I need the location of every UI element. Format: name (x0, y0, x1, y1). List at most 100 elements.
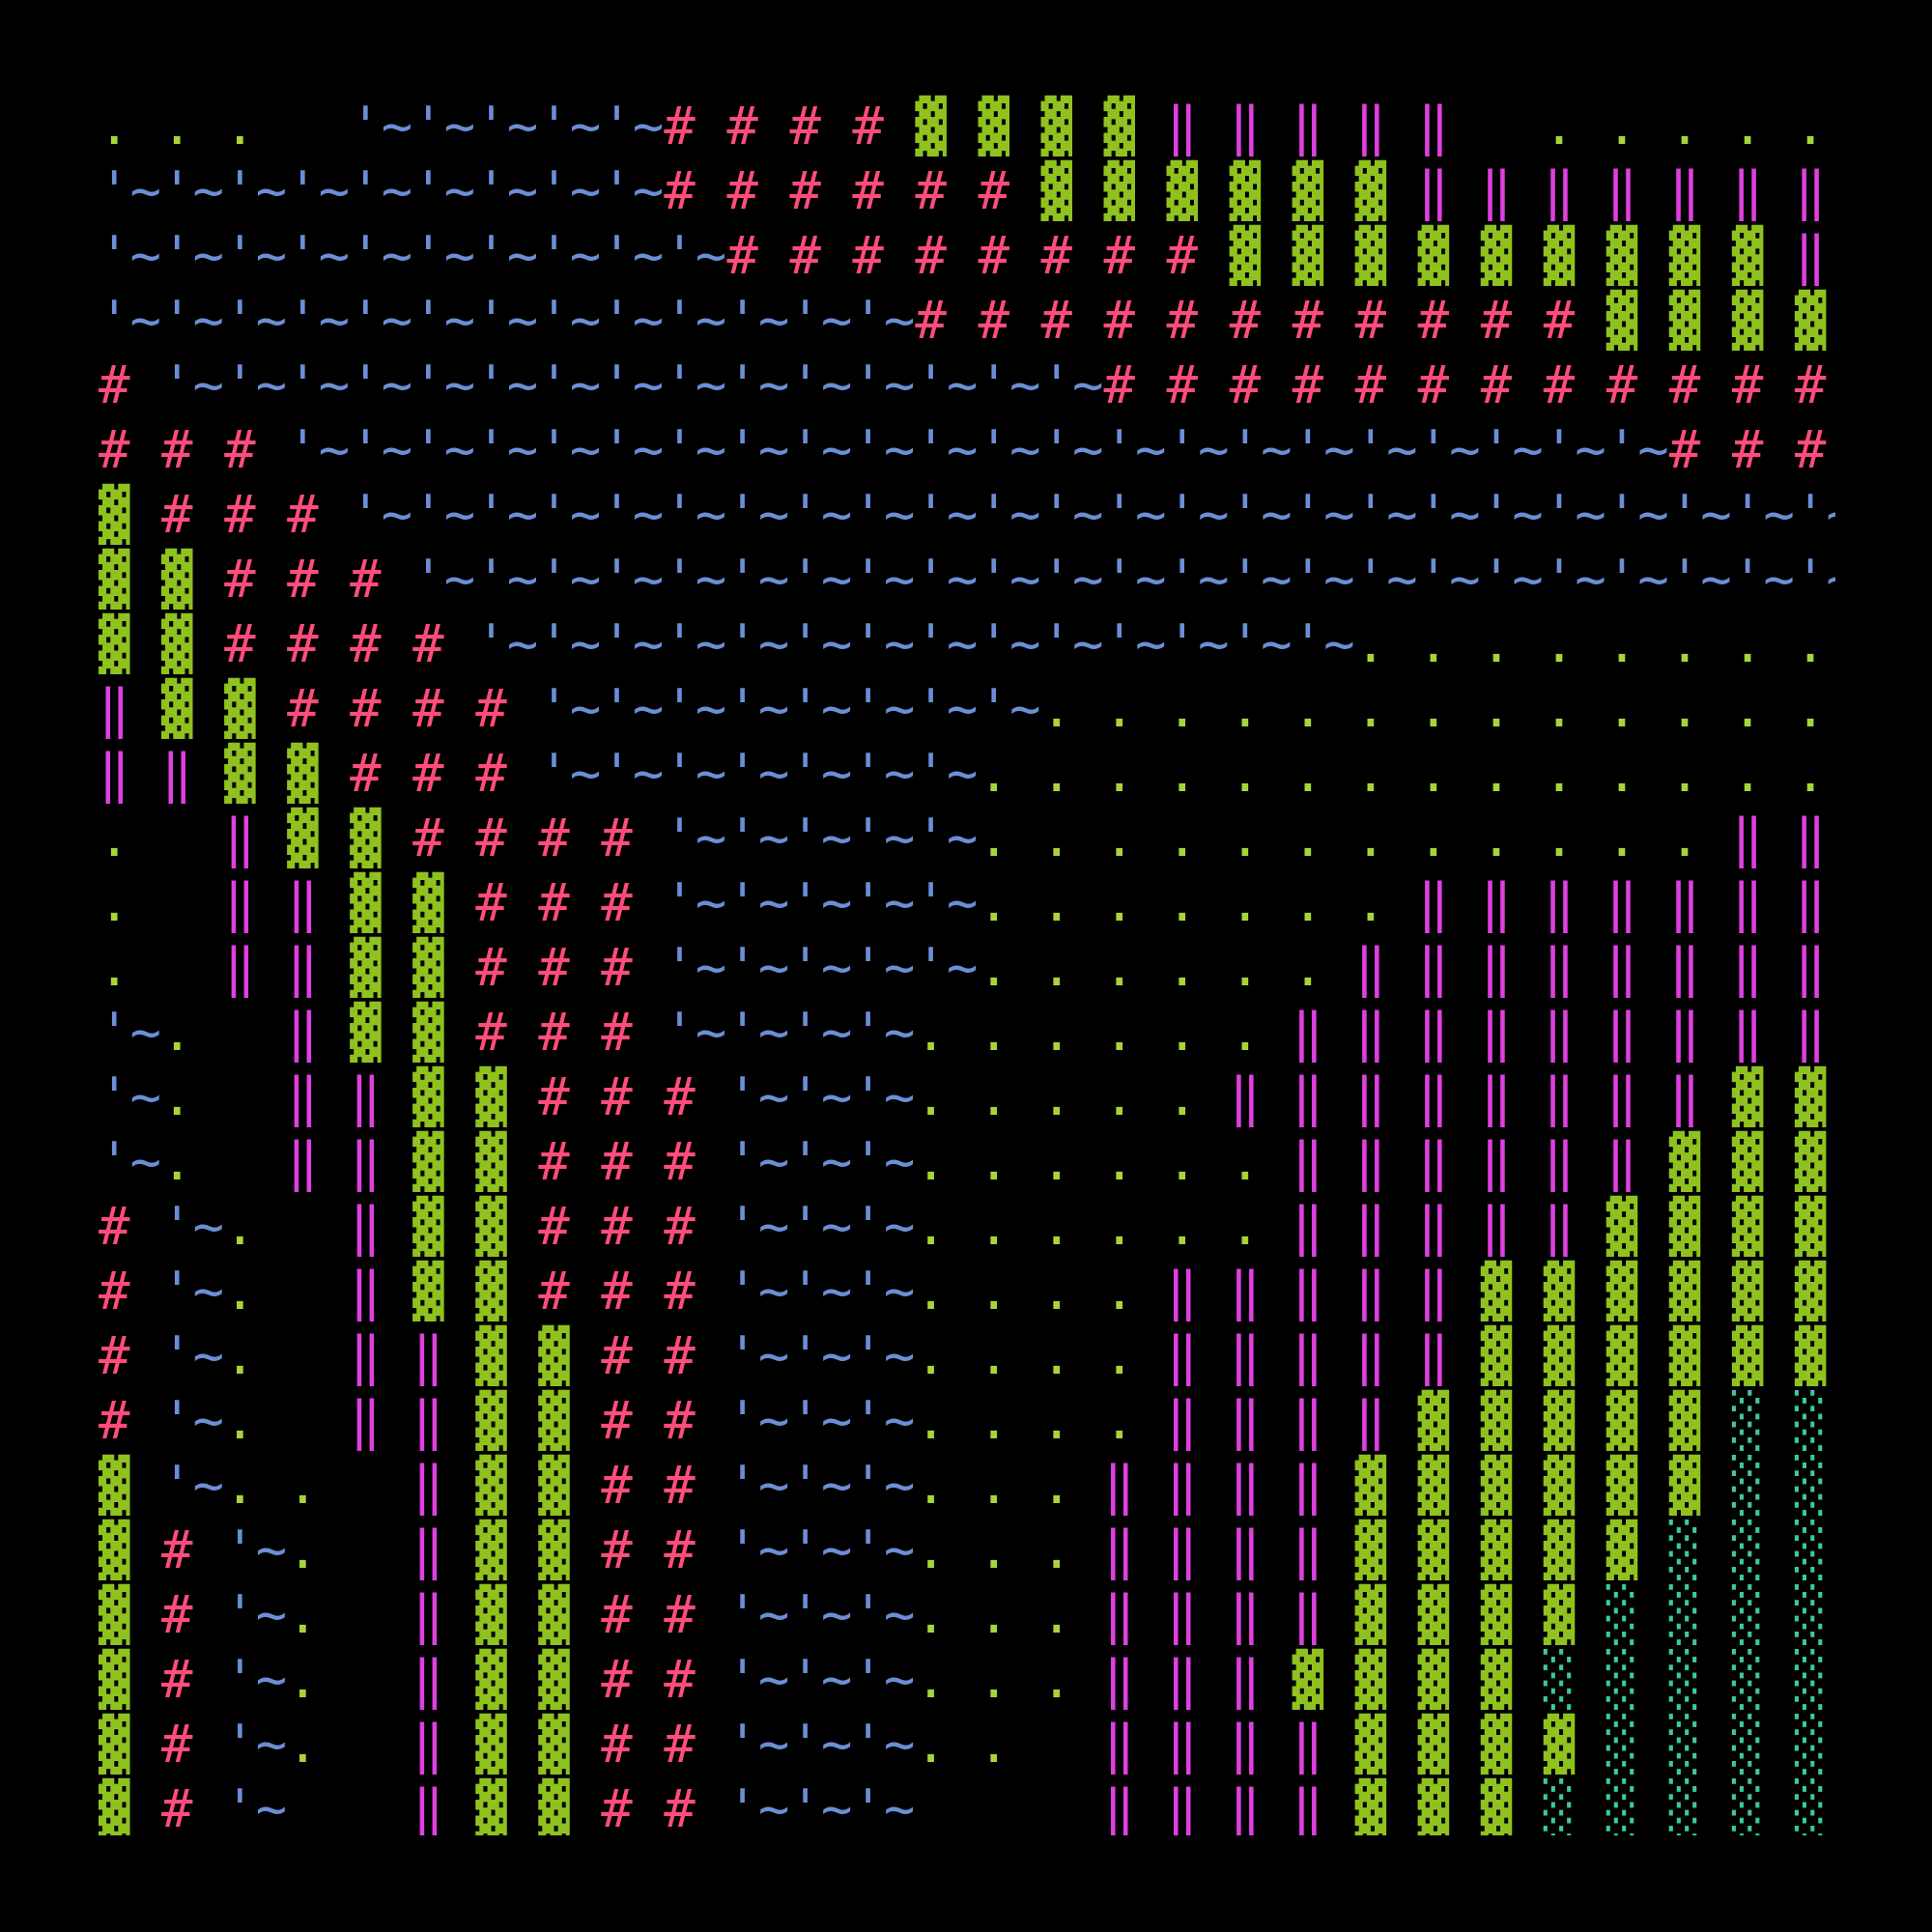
ascii-cell: '~ (1292, 419, 1355, 480)
ascii-cell: '~ (224, 160, 288, 221)
ascii-cell: ▓ (1605, 1520, 1669, 1580)
ascii-cell: '~ (538, 484, 602, 545)
ascii-cell: '~ (601, 419, 665, 480)
ascii-cell: '~ (789, 484, 853, 545)
ascii-cell: # (350, 613, 413, 674)
ascii-cell: '~ (1292, 549, 1355, 610)
ascii-cell: . (287, 1714, 351, 1775)
ascii-cell: . (1040, 1131, 1104, 1192)
ascii-cell: '~ (538, 290, 602, 351)
ascii-cell: ‖ (287, 1131, 351, 1192)
ascii-cell: '~ (852, 484, 916, 545)
ascii-cell: '~ (726, 937, 790, 998)
ascii-cell: '~ (726, 613, 790, 674)
ascii-cell: ‖ (1354, 1390, 1418, 1451)
ascii-cell: ‖ (412, 1778, 476, 1835)
ascii-cell: ▓ (1480, 225, 1544, 286)
ascii-cell: . (978, 1520, 1041, 1580)
ascii-cell: . (978, 1649, 1041, 1710)
ascii-cell: . (1040, 937, 1104, 998)
ascii-cell: '~ (1166, 549, 1230, 610)
ascii-cell: ‖ (1731, 1002, 1795, 1063)
ascii-cell: # (789, 225, 853, 286)
ascii-cell: '~ (664, 613, 727, 674)
ascii-cell: ▓ (1166, 160, 1230, 221)
ascii-cell: ▓ (538, 1714, 602, 1775)
ascii-cell: '~ (726, 419, 790, 480)
ascii-cell: ‖ (412, 1714, 476, 1775)
ascii-cell: # (475, 743, 539, 804)
ascii-cell: . (1103, 1131, 1167, 1192)
ascii-cell (224, 1002, 287, 1063)
ascii-cell: . (1229, 937, 1293, 998)
ascii-cell: . (915, 1390, 979, 1451)
ascii-cell: '~ (852, 613, 916, 674)
ascii-cell: '~ (789, 937, 853, 998)
ascii-cell: # (726, 96, 790, 156)
ascii-cell: # (601, 1520, 665, 1580)
ascii-cell: '~ (601, 160, 665, 221)
ascii-cell: ▓ (475, 1455, 539, 1516)
ascii-cell: ░ (1794, 1455, 1827, 1516)
ascii-cell: '~ (1543, 484, 1606, 545)
ascii-row: ‖ ‖ ▓ ▓ # # # '~'~'~'~'~'~'~. . . . . . … (99, 741, 1835, 806)
ascii-cell: # (1103, 355, 1167, 415)
ascii-cell: '~ (852, 872, 916, 933)
ascii-cell: '~ (852, 1131, 916, 1192)
ascii-cell: '~ (161, 225, 225, 286)
ascii-cell (350, 1584, 412, 1645)
ascii-cell: ▓ (412, 1002, 476, 1063)
ascii-cell: '~ (726, 808, 790, 868)
ascii-cell: '~ (852, 419, 916, 480)
ascii-cell: '~ (287, 290, 351, 351)
ascii-cell: '~ (1166, 419, 1230, 480)
ascii-cell: ‖ (1605, 1002, 1669, 1063)
ascii-cell: # (789, 160, 853, 221)
ascii-cell: ‖ (1668, 1066, 1732, 1127)
ascii-cell: '~ (915, 678, 979, 739)
ascii-cell: # (350, 678, 413, 739)
ascii-cell: # (915, 290, 979, 351)
ascii-cell: '~ (789, 419, 853, 480)
ascii-cell: # (664, 1325, 727, 1386)
ascii-cell: ▓ (1354, 1455, 1418, 1516)
ascii-cell: '~ (601, 355, 665, 415)
ascii-cell: '~ (664, 355, 727, 415)
ascii-cell: ▓ (99, 1520, 162, 1580)
ascii-cell: . (1040, 1002, 1104, 1063)
ascii-cell: # (601, 1649, 665, 1710)
ascii-cell: ▓ (1480, 1325, 1544, 1386)
ascii-cell: ‖ (1292, 1390, 1355, 1451)
ascii-cell: . (1292, 743, 1355, 804)
ascii-cell: '~ (852, 355, 916, 415)
ascii-cell: ▓ (538, 1520, 602, 1580)
ascii-cell: ▓ (1480, 1778, 1544, 1835)
ascii-cell: . (1229, 1196, 1293, 1257)
ascii-cell: ▓ (1731, 1131, 1795, 1192)
ascii-cell: '~ (664, 549, 727, 610)
ascii-cell: . (1040, 1390, 1104, 1451)
ascii-cell: ‖ (1292, 1584, 1355, 1645)
ascii-cell: ▓ (412, 872, 476, 933)
ascii-cell: . (1166, 678, 1230, 739)
ascii-cell: . (1229, 808, 1293, 868)
ascii-cell: # (1166, 225, 1230, 286)
ascii-cell: '~ (1040, 549, 1104, 610)
ascii-cell: ‖ (1480, 1066, 1544, 1127)
ascii-cell: . (1166, 743, 1230, 804)
ascii-row: ▓ '~. . ‖ ▓ ▓ # # '~'~'~. . . ‖ ‖ ‖ ‖ ▓ … (99, 1453, 1835, 1518)
ascii-cell: ‖ (1229, 1261, 1293, 1321)
ascii-cell: ░ (1605, 1714, 1669, 1775)
ascii-cell (287, 1196, 350, 1257)
ascii-row: '~. ‖ ‖ ▓ ▓ # # # '~'~'~. . . . . ‖ ‖ ‖ … (99, 1065, 1835, 1129)
ascii-cell: ▓ (1543, 1455, 1606, 1516)
ascii-cell: '~ (412, 290, 476, 351)
ascii-cell: . (161, 1131, 225, 1192)
ascii-cell: . (1543, 96, 1606, 156)
ascii-cell: '~ (287, 355, 351, 415)
ascii-cell: ‖ (1417, 160, 1481, 221)
ascii-cell: ▓ (99, 484, 162, 545)
ascii-cell: '~ (726, 290, 790, 351)
ascii-cell: '~ (915, 613, 979, 674)
